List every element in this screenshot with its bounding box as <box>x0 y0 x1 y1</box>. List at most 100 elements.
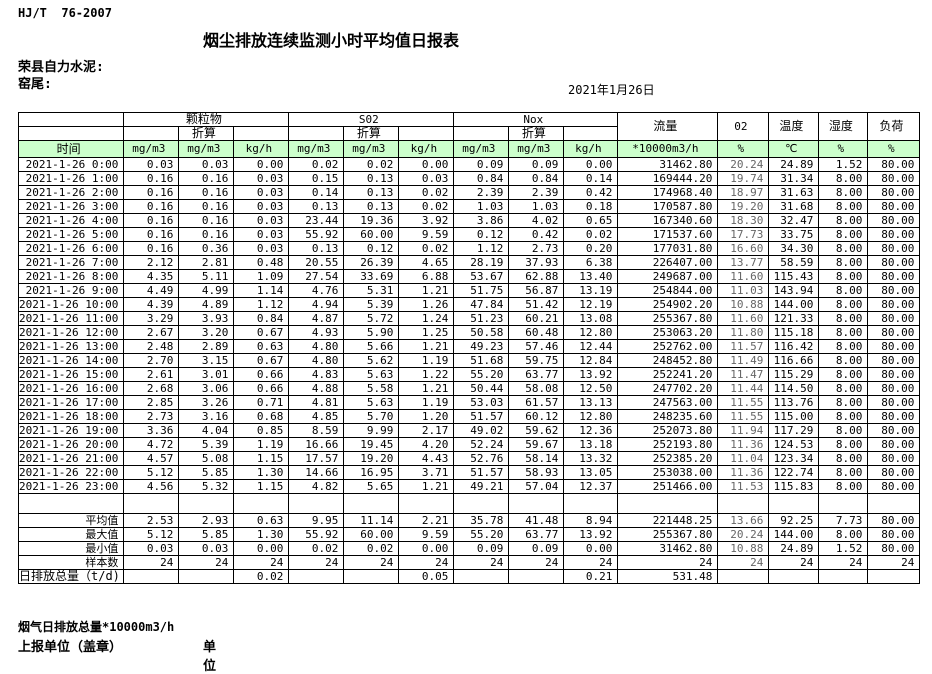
value-cell: 5.65 <box>343 479 400 494</box>
value-cell: 1.24 <box>398 311 455 326</box>
empty-cell <box>17 493 125 514</box>
unit-header: % <box>867 140 921 158</box>
value-cell: 5.11 <box>178 269 235 284</box>
value-cell: 5.58 <box>343 381 400 396</box>
data-row: 2021-1-26 3:00 0.16 0.16 0.03 0.13 0.13 0.02 1.… <box>17 199 921 214</box>
empty-cell <box>453 493 510 514</box>
data-row: 2021-1-26 4:00 0.16 0.16 0.03 23.44 19.36 3.92… <box>17 213 921 228</box>
unit-header: mg/m3 <box>453 140 510 158</box>
value-cell: 16.60 <box>717 241 770 256</box>
corner-cell <box>17 112 125 127</box>
value-cell: 0.36 <box>178 241 235 256</box>
unit-header: mg/m3 <box>508 140 565 158</box>
value-cell: 80.00 <box>867 269 921 284</box>
empty-cell <box>453 126 510 141</box>
value-cell: 0.16 <box>123 241 180 256</box>
summary-value-cell: 0.03 <box>178 541 235 556</box>
col-group-so2: S02 <box>288 112 455 127</box>
value-cell: 5.39 <box>343 297 400 312</box>
value-cell: 4.88 <box>288 381 345 396</box>
value-cell: 4.43 <box>398 451 455 466</box>
time-header: 时间 <box>17 140 125 158</box>
value-cell: 3.06 <box>178 381 235 396</box>
value-cell: 1.14 <box>233 283 290 298</box>
summary-value-cell: 7.73 <box>818 513 869 528</box>
value-cell: 11.53 <box>717 479 770 494</box>
summary-label: 样本数 <box>17 555 125 570</box>
value-cell: 0.71 <box>233 395 290 410</box>
value-cell: 0.16 <box>178 227 235 242</box>
value-cell: 80.00 <box>867 381 921 396</box>
value-cell: 80.00 <box>867 241 921 256</box>
value-cell: 226407.00 <box>617 255 719 270</box>
value-cell: 80.00 <box>867 409 921 424</box>
value-cell: 34.30 <box>768 241 820 256</box>
value-cell: 0.02 <box>398 241 455 256</box>
value-cell: 4.20 <box>398 437 455 452</box>
time-cell: 2021-1-26 20:00 <box>17 437 125 452</box>
value-cell: 80.00 <box>867 157 921 172</box>
time-cell: 2021-1-26 4:00 <box>17 213 125 228</box>
value-cell: 1.12 <box>233 297 290 312</box>
value-cell: 0.02 <box>343 157 400 172</box>
value-cell: 16.66 <box>288 437 345 452</box>
data-row: 2021-1-26 7:00 2.12 2.81 0.48 20.55 26.39 4.65… <box>17 255 921 270</box>
value-cell: 3.26 <box>178 395 235 410</box>
value-cell: 3.92 <box>398 213 455 228</box>
value-cell: 3.16 <box>178 409 235 424</box>
value-cell: 0.03 <box>178 157 235 172</box>
summary-value-cell: 80.00 <box>867 541 921 556</box>
value-cell: 17.57 <box>288 451 345 466</box>
value-cell: 55.20 <box>453 367 510 382</box>
value-cell: 8.59 <box>288 423 345 438</box>
value-cell: 253038.00 <box>617 465 719 480</box>
footer-row: 上报单位（盖章） 单位 <box>18 636 216 674</box>
value-cell: 252762.00 <box>617 339 719 354</box>
header-row-groups: 颗粒物 S02 Nox 流量 02 温度 湿度 负荷 <box>17 112 921 141</box>
value-cell: 13.05 <box>563 465 619 480</box>
value-cell: 4.99 <box>178 283 235 298</box>
time-cell: 2021-1-26 8:00 <box>17 269 125 284</box>
value-cell: 8.00 <box>818 269 869 284</box>
value-cell: 1.21 <box>398 339 455 354</box>
converted-label-particulate: 折算 <box>178 126 235 141</box>
summary-value-cell: 24 <box>288 555 345 570</box>
summary-label: 平均值 <box>17 513 125 528</box>
value-cell: 50.44 <box>453 381 510 396</box>
unit-header: *10000m3/h <box>617 140 719 158</box>
value-cell: 0.18 <box>563 199 619 214</box>
summary-row: 最小值 0.03 0.03 0.00 0.02 0.02 0.00 0.09 0.09 0.00 3… <box>17 541 921 556</box>
summary-value-cell: 0.00 <box>398 541 455 556</box>
value-cell: 80.00 <box>867 255 921 270</box>
location-label: 窑尾: <box>18 77 52 92</box>
value-cell: 5.63 <box>343 367 400 382</box>
value-cell: 4.81 <box>288 395 345 410</box>
value-cell: 57.04 <box>508 479 565 494</box>
value-cell: 24.89 <box>768 157 820 172</box>
value-cell: 0.42 <box>508 227 565 242</box>
value-cell: 32.47 <box>768 213 820 228</box>
value-cell: 1.19 <box>398 353 455 368</box>
time-cell: 2021-1-26 3:00 <box>17 199 125 214</box>
unit-header: mg/m3 <box>288 140 345 158</box>
value-cell: 16.95 <box>343 465 400 480</box>
value-cell: 0.03 <box>233 241 290 256</box>
summary-value-cell: 0.00 <box>233 541 290 556</box>
unit-header: ℃ <box>768 140 820 158</box>
summary-value-cell: 20.24 <box>717 527 770 542</box>
summary-value-cell: 24 <box>768 555 820 570</box>
value-cell: 80.00 <box>867 311 921 326</box>
summary-value-cell: 24 <box>617 555 719 570</box>
summary-value-cell: 0.05 <box>398 569 455 584</box>
value-cell: 115.29 <box>768 367 820 382</box>
summary-row: 日排放总量（t/d) 0.02 0.05 0.21 531.48 <box>17 569 921 584</box>
summary-value-cell: 24 <box>178 555 235 570</box>
value-cell: 0.03 <box>123 157 180 172</box>
value-cell: 59.67 <box>508 437 565 452</box>
value-cell: 177031.80 <box>617 241 719 256</box>
summary-value-cell: 31462.80 <box>617 541 719 556</box>
unit-header: kg/h <box>563 140 619 158</box>
value-cell: 53.67 <box>453 269 510 284</box>
time-cell: 2021-1-26 1:00 <box>17 171 125 186</box>
summary-value-cell <box>717 569 770 584</box>
